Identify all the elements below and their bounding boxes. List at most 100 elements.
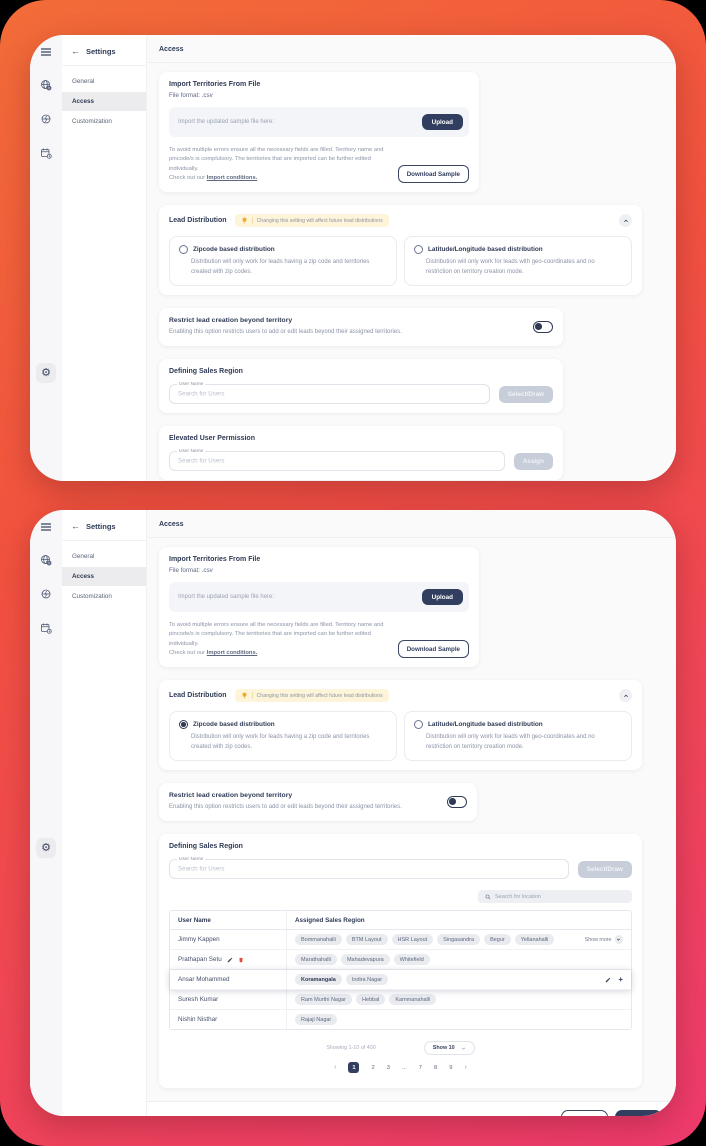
region-chip[interactable]: BTM Layout <box>345 934 388 945</box>
option-latlong-distribution[interactable]: Latitude/Longitude based distribution Di… <box>404 711 632 762</box>
settings-gear-icon[interactable]: ⚙ <box>30 363 62 383</box>
import-note: To avoid multiple errors ensure all the … <box>169 146 389 183</box>
option-zipcode-distribution[interactable]: Zipcode based distribution Distribution … <box>169 711 397 762</box>
settings-gear-icon[interactable]: ⚙ <box>30 838 62 858</box>
settings-sidebar: ← Settings General Access Customization <box>62 35 147 481</box>
calendar-clock-icon[interactable] <box>30 147 62 159</box>
page-number[interactable]: 3 <box>386 1064 390 1071</box>
territory-globe-gear-icon[interactable] <box>30 554 62 566</box>
icon-rail: ⚙ <box>30 35 62 481</box>
import-conditions-link[interactable]: Import conditions. <box>206 174 258 181</box>
region-chip[interactable]: Hebbal <box>355 994 386 1005</box>
user-search-input[interactable]: User Name Search for Users <box>169 856 569 880</box>
page-size-select[interactable]: Show 10 <box>423 1041 475 1056</box>
next-page-arrow[interactable]: › <box>464 1064 467 1072</box>
region-chip[interactable]: Marathahalli <box>295 954 337 965</box>
back-arrow-icon[interactable]: ← <box>71 46 80 56</box>
table-row-editing[interactable]: Ansar Mohammed Koramangala Indira Nagar … <box>170 970 631 991</box>
collapse-section-button[interactable] <box>619 689 632 703</box>
confirm-button[interactable]: Confirm <box>615 1110 662 1116</box>
globe-bolt-icon[interactable] <box>30 113 62 125</box>
add-region-plus-icon[interactable]: + <box>618 974 623 984</box>
table-row[interactable]: Nishin Nisthar Rajaji Nagar <box>170 1010 631 1030</box>
warning-banner: Changing this setting will affect future… <box>234 689 389 703</box>
sidebar-item-customization[interactable]: Customization <box>72 118 112 125</box>
region-chip[interactable]: Rajaji Nagar <box>295 1014 338 1025</box>
banner-divider <box>251 692 253 700</box>
region-chip[interactable]: HSR Layout <box>391 934 434 945</box>
region-chip[interactable]: Begur <box>484 934 511 945</box>
collapse-section-button[interactable] <box>619 214 632 228</box>
region-chip[interactable]: Ram Murthi Nagar <box>295 994 352 1005</box>
sidebar-title: Settings <box>86 522 116 531</box>
chevron-down-icon <box>461 1047 465 1050</box>
region-chip[interactable]: Singasandra <box>437 934 481 945</box>
user-name: Ansar Mohammed <box>178 976 230 984</box>
sidebar-item-general[interactable]: General <box>72 78 95 85</box>
chevron-up-icon <box>623 219 628 222</box>
import-panel-title: Import Territories From File <box>169 81 261 88</box>
file-dropzone[interactable]: Import the updated sample file here: Upl… <box>169 107 469 137</box>
download-sample-button[interactable]: Download Sample <box>397 640 469 659</box>
warning-banner-text: Changing this setting will affect future… <box>256 217 383 224</box>
region-chip[interactable]: Mahadevapura <box>340 954 390 965</box>
page-size-label: Show 10 <box>432 1045 455 1052</box>
edit-pencil-icon[interactable] <box>605 977 611 983</box>
sidebar-item-customization[interactable]: Customization <box>72 593 112 600</box>
elevated-user-search-input[interactable]: User Name Search for Users <box>169 448 505 472</box>
option-zipcode-distribution[interactable]: Zipcode based distribution Distribution … <box>169 236 397 287</box>
table-row[interactable]: Suresh Kumar Ram Murthi Nagar Hebbal Kam… <box>170 990 631 1011</box>
back-arrow-icon[interactable]: ← <box>71 521 80 531</box>
defining-title: Defining Sales Region <box>169 843 243 851</box>
zipcode-radio[interactable] <box>179 245 188 255</box>
table-row[interactable]: Jimmy Kappen Bommanahalli BTM Layout HSR… <box>170 930 631 951</box>
page-number[interactable]: 7 <box>418 1064 423 1071</box>
lead-distribution-title: Lead Distribution <box>169 217 227 225</box>
hamburger-menu-icon[interactable] <box>30 48 62 56</box>
restrict-toggle[interactable] <box>447 796 467 809</box>
restrict-toggle[interactable] <box>533 321 553 334</box>
location-search-input[interactable]: Search for location <box>478 890 632 904</box>
assign-button[interactable]: Assign <box>513 452 553 470</box>
sidebar-item-access[interactable]: Access <box>62 567 146 586</box>
delete-trash-icon[interactable] <box>238 957 244 963</box>
user-search-input[interactable]: User Name Search for Users <box>169 381 490 405</box>
bulb-icon <box>242 217 247 224</box>
region-chip[interactable]: Kammanahalli <box>389 994 437 1005</box>
cancel-button[interactable]: Cancel <box>560 1110 609 1116</box>
page-number[interactable]: 9 <box>449 1064 453 1071</box>
page-ellipsis: ... <box>401 1064 407 1071</box>
sidebar-item-general[interactable]: General <box>72 553 95 560</box>
page-number[interactable]: 2 <box>371 1064 375 1071</box>
upload-button[interactable]: Upload <box>421 589 463 605</box>
territory-globe-gear-icon[interactable] <box>30 79 62 91</box>
import-conditions-link[interactable]: Import conditions. <box>206 649 258 656</box>
calendar-clock-icon[interactable] <box>30 622 62 634</box>
sidebar-item-access[interactable]: Access <box>62 92 146 111</box>
select-draw-button[interactable]: Select/Draw <box>577 860 632 878</box>
edit-pencil-icon[interactable] <box>227 957 233 963</box>
lead-distribution-panel: Lead Distribution Changing this setting … <box>159 680 642 771</box>
previous-page-arrow[interactable]: ‹ <box>334 1064 337 1072</box>
file-dropzone[interactable]: Import the updated sample file here: Upl… <box>169 582 469 612</box>
show-more-button[interactable]: Show more <box>585 935 623 944</box>
region-chip[interactable]: Bommanahalli <box>295 934 342 945</box>
upload-button[interactable]: Upload <box>421 114 463 130</box>
page-number[interactable]: 8 <box>434 1064 438 1071</box>
select-draw-button[interactable]: Select/Draw <box>498 385 553 403</box>
table-row[interactable]: Prathapan Setu Marathahalli Mahadevapura <box>170 950 631 971</box>
region-chip[interactable]: Whitefield <box>393 954 430 965</box>
region-chip[interactable]: Indira Nagar <box>345 974 389 985</box>
region-chip-active[interactable]: Koramangala <box>295 974 342 985</box>
region-chip[interactable]: Yellanahalli <box>514 934 555 945</box>
latlong-radio[interactable] <box>414 245 423 255</box>
defining-sales-region-panel: Defining Sales Region User Name Search f… <box>159 834 642 1089</box>
hamburger-menu-icon[interactable] <box>30 523 62 531</box>
latlong-radio[interactable] <box>414 720 423 730</box>
icon-rail: ⚙ <box>30 510 62 1116</box>
option-latlong-distribution[interactable]: Latitude/Longitude based distribution Di… <box>404 236 632 287</box>
zipcode-radio-selected[interactable] <box>179 720 188 730</box>
globe-bolt-icon[interactable] <box>30 588 62 600</box>
page-number-active[interactable]: 1 <box>348 1062 360 1074</box>
download-sample-button[interactable]: Download Sample <box>397 165 469 184</box>
